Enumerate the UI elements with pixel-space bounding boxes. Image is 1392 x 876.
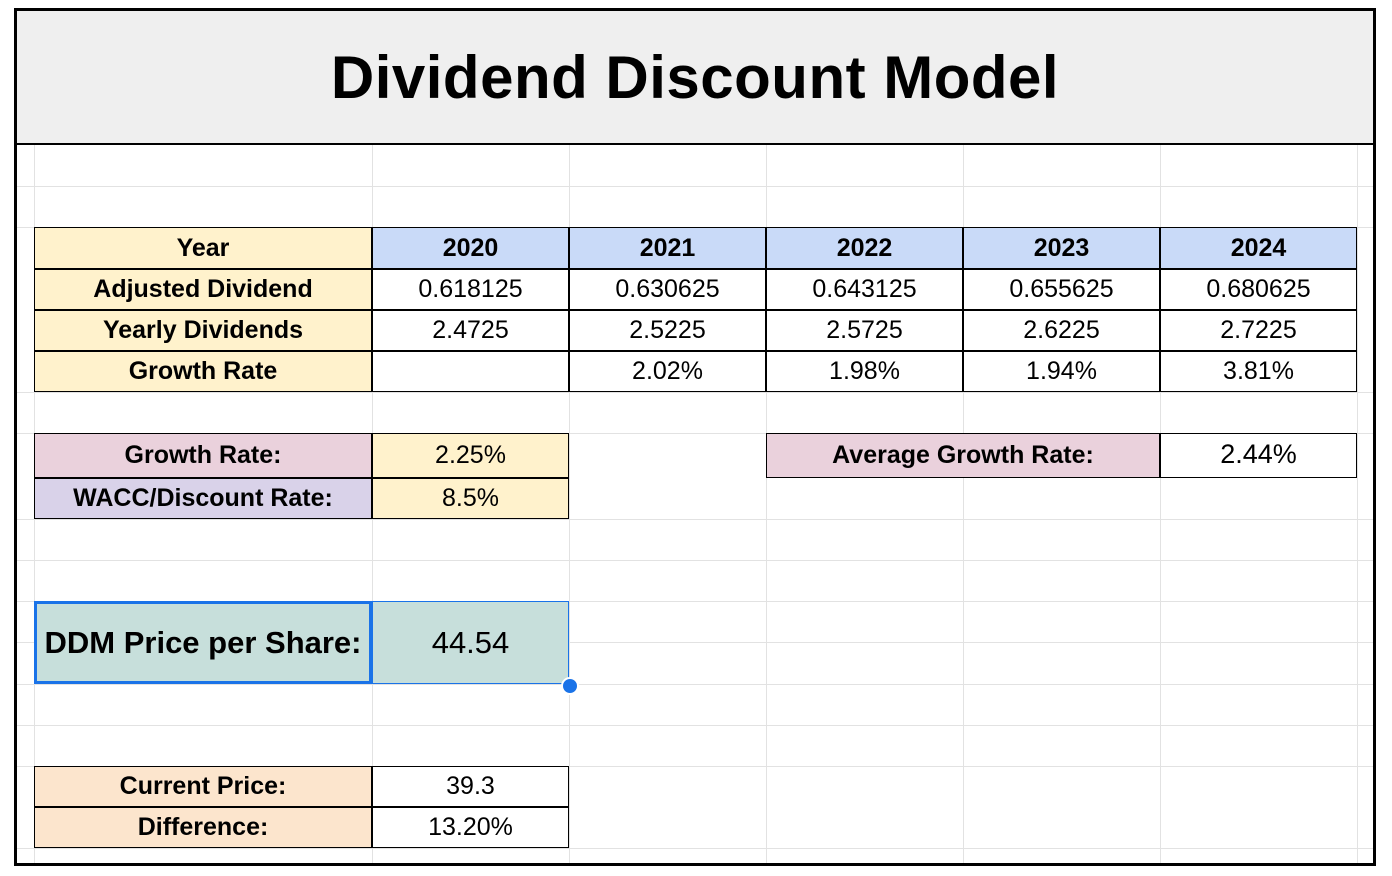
grid-row-line	[17, 848, 1373, 849]
page-title: Dividend Discount Model	[330, 43, 1060, 111]
cell-value: 2.5225	[629, 316, 706, 344]
table-cell[interactable]: 2.02%	[569, 351, 766, 392]
year-label: 2024	[1230, 233, 1287, 262]
year-header-cell[interactable]: Year	[34, 227, 372, 269]
cell-value: 0.643125	[812, 275, 917, 303]
wacc-input-value[interactable]: 8.5%	[372, 478, 569, 519]
difference-value[interactable]: 13.20%	[372, 807, 569, 848]
year-2022-header[interactable]: 2022	[766, 227, 963, 269]
label-text: Difference:	[137, 813, 269, 841]
cell-value: 1.98%	[829, 357, 900, 385]
yearly-dividends-label-cell[interactable]: Yearly Dividends	[34, 310, 372, 351]
value-text: 44.54	[431, 624, 510, 660]
label-text: Current Price:	[119, 772, 287, 800]
growth-rate-input-value[interactable]: 2.25%	[372, 433, 569, 478]
grid-row-line	[17, 642, 1373, 643]
value-text: 39.3	[446, 772, 495, 800]
table-cell[interactable]: 0.655625	[963, 269, 1160, 310]
selection-fill-handle[interactable]	[561, 677, 579, 695]
adjusted-dividend-label-cell[interactable]: Adjusted Dividend	[34, 269, 372, 310]
value-text: 13.20%	[428, 813, 513, 841]
label-text: Average Growth Rate:	[832, 441, 1094, 469]
wacc-input-label[interactable]: WACC/Discount Rate:	[34, 478, 372, 519]
table-cell[interactable]: 1.94%	[963, 351, 1160, 392]
table-cell[interactable]: 0.680625	[1160, 269, 1357, 310]
growth-rate-input-label[interactable]: Growth Rate:	[34, 433, 372, 478]
grid-row-line	[17, 433, 1373, 434]
cell-value: 0.618125	[418, 275, 523, 303]
current-price-label[interactable]: Current Price:	[34, 766, 372, 807]
value-text: 2.44%	[1220, 439, 1297, 469]
table-cell[interactable]: 0.618125	[372, 269, 569, 310]
cell-value: 2.6225	[1023, 316, 1100, 344]
cell-value: 3.81%	[1223, 357, 1294, 385]
value-text: 8.5%	[442, 484, 499, 512]
grid-row-line	[17, 560, 1373, 561]
grid-row-line	[17, 684, 1373, 685]
cell-value: 1.94%	[1026, 357, 1097, 385]
grid-row-line	[17, 392, 1373, 393]
difference-label[interactable]: Difference:	[34, 807, 372, 848]
table-cell[interactable]: 2.5725	[766, 310, 963, 351]
label-text: Growth Rate:	[124, 441, 282, 469]
year-label: 2023	[1033, 233, 1090, 262]
year-2020-header[interactable]: 2020	[372, 227, 569, 269]
average-growth-rate-value[interactable]: 2.44%	[1160, 433, 1357, 478]
cell-value: 2.7225	[1220, 316, 1297, 344]
ddm-price-value-cell[interactable]: 44.54	[372, 601, 569, 684]
grid-row-line	[17, 186, 1373, 187]
row-label: Growth Rate	[128, 357, 278, 385]
year-header-label: Year	[176, 233, 230, 262]
cell-value: 0.630625	[615, 275, 720, 303]
table-cell[interactable]: 0.643125	[766, 269, 963, 310]
table-cell[interactable]: 2.6225	[963, 310, 1160, 351]
table-cell[interactable]: 2.5225	[569, 310, 766, 351]
year-label: 2022	[836, 233, 893, 262]
year-label: 2021	[639, 233, 696, 262]
grid-column-line	[1357, 11, 1358, 863]
grid-row-line	[17, 519, 1373, 520]
year-2024-header[interactable]: 2024	[1160, 227, 1357, 269]
title-banner[interactable]: Dividend Discount Model	[17, 11, 1373, 145]
cell-value: 0.680625	[1206, 275, 1311, 303]
label-text: DDM Price per Share:	[44, 624, 362, 660]
year-label: 2020	[442, 233, 499, 262]
grid-row-line	[17, 725, 1373, 726]
cell-value: 2.02%	[632, 357, 703, 385]
cell-value: 2.5725	[826, 316, 903, 344]
cell-value: 2.4725	[432, 316, 509, 344]
spreadsheet-sheet: Dividend Discount Model Year 2020 2021 2…	[14, 8, 1376, 866]
year-2023-header[interactable]: 2023	[963, 227, 1160, 269]
table-cell[interactable]	[372, 351, 569, 392]
grid-row-line	[17, 601, 1373, 602]
current-price-value[interactable]: 39.3	[372, 766, 569, 807]
average-growth-rate-label[interactable]: Average Growth Rate:	[766, 433, 1160, 478]
table-cell[interactable]: 2.4725	[372, 310, 569, 351]
ddm-price-label-cell[interactable]: DDM Price per Share:	[34, 601, 372, 684]
table-cell[interactable]: 2.7225	[1160, 310, 1357, 351]
value-text: 2.25%	[435, 441, 506, 469]
label-text: WACC/Discount Rate:	[73, 484, 333, 512]
year-2021-header[interactable]: 2021	[569, 227, 766, 269]
table-cell[interactable]: 1.98%	[766, 351, 963, 392]
row-label: Adjusted Dividend	[93, 275, 313, 303]
grid-column-line	[569, 11, 570, 863]
row-label: Yearly Dividends	[102, 316, 304, 344]
table-cell[interactable]: 3.81%	[1160, 351, 1357, 392]
cell-value: 0.655625	[1009, 275, 1114, 303]
growth-rate-label-cell[interactable]: Growth Rate	[34, 351, 372, 392]
grid-row-line	[17, 766, 1373, 767]
table-cell[interactable]: 0.630625	[569, 269, 766, 310]
